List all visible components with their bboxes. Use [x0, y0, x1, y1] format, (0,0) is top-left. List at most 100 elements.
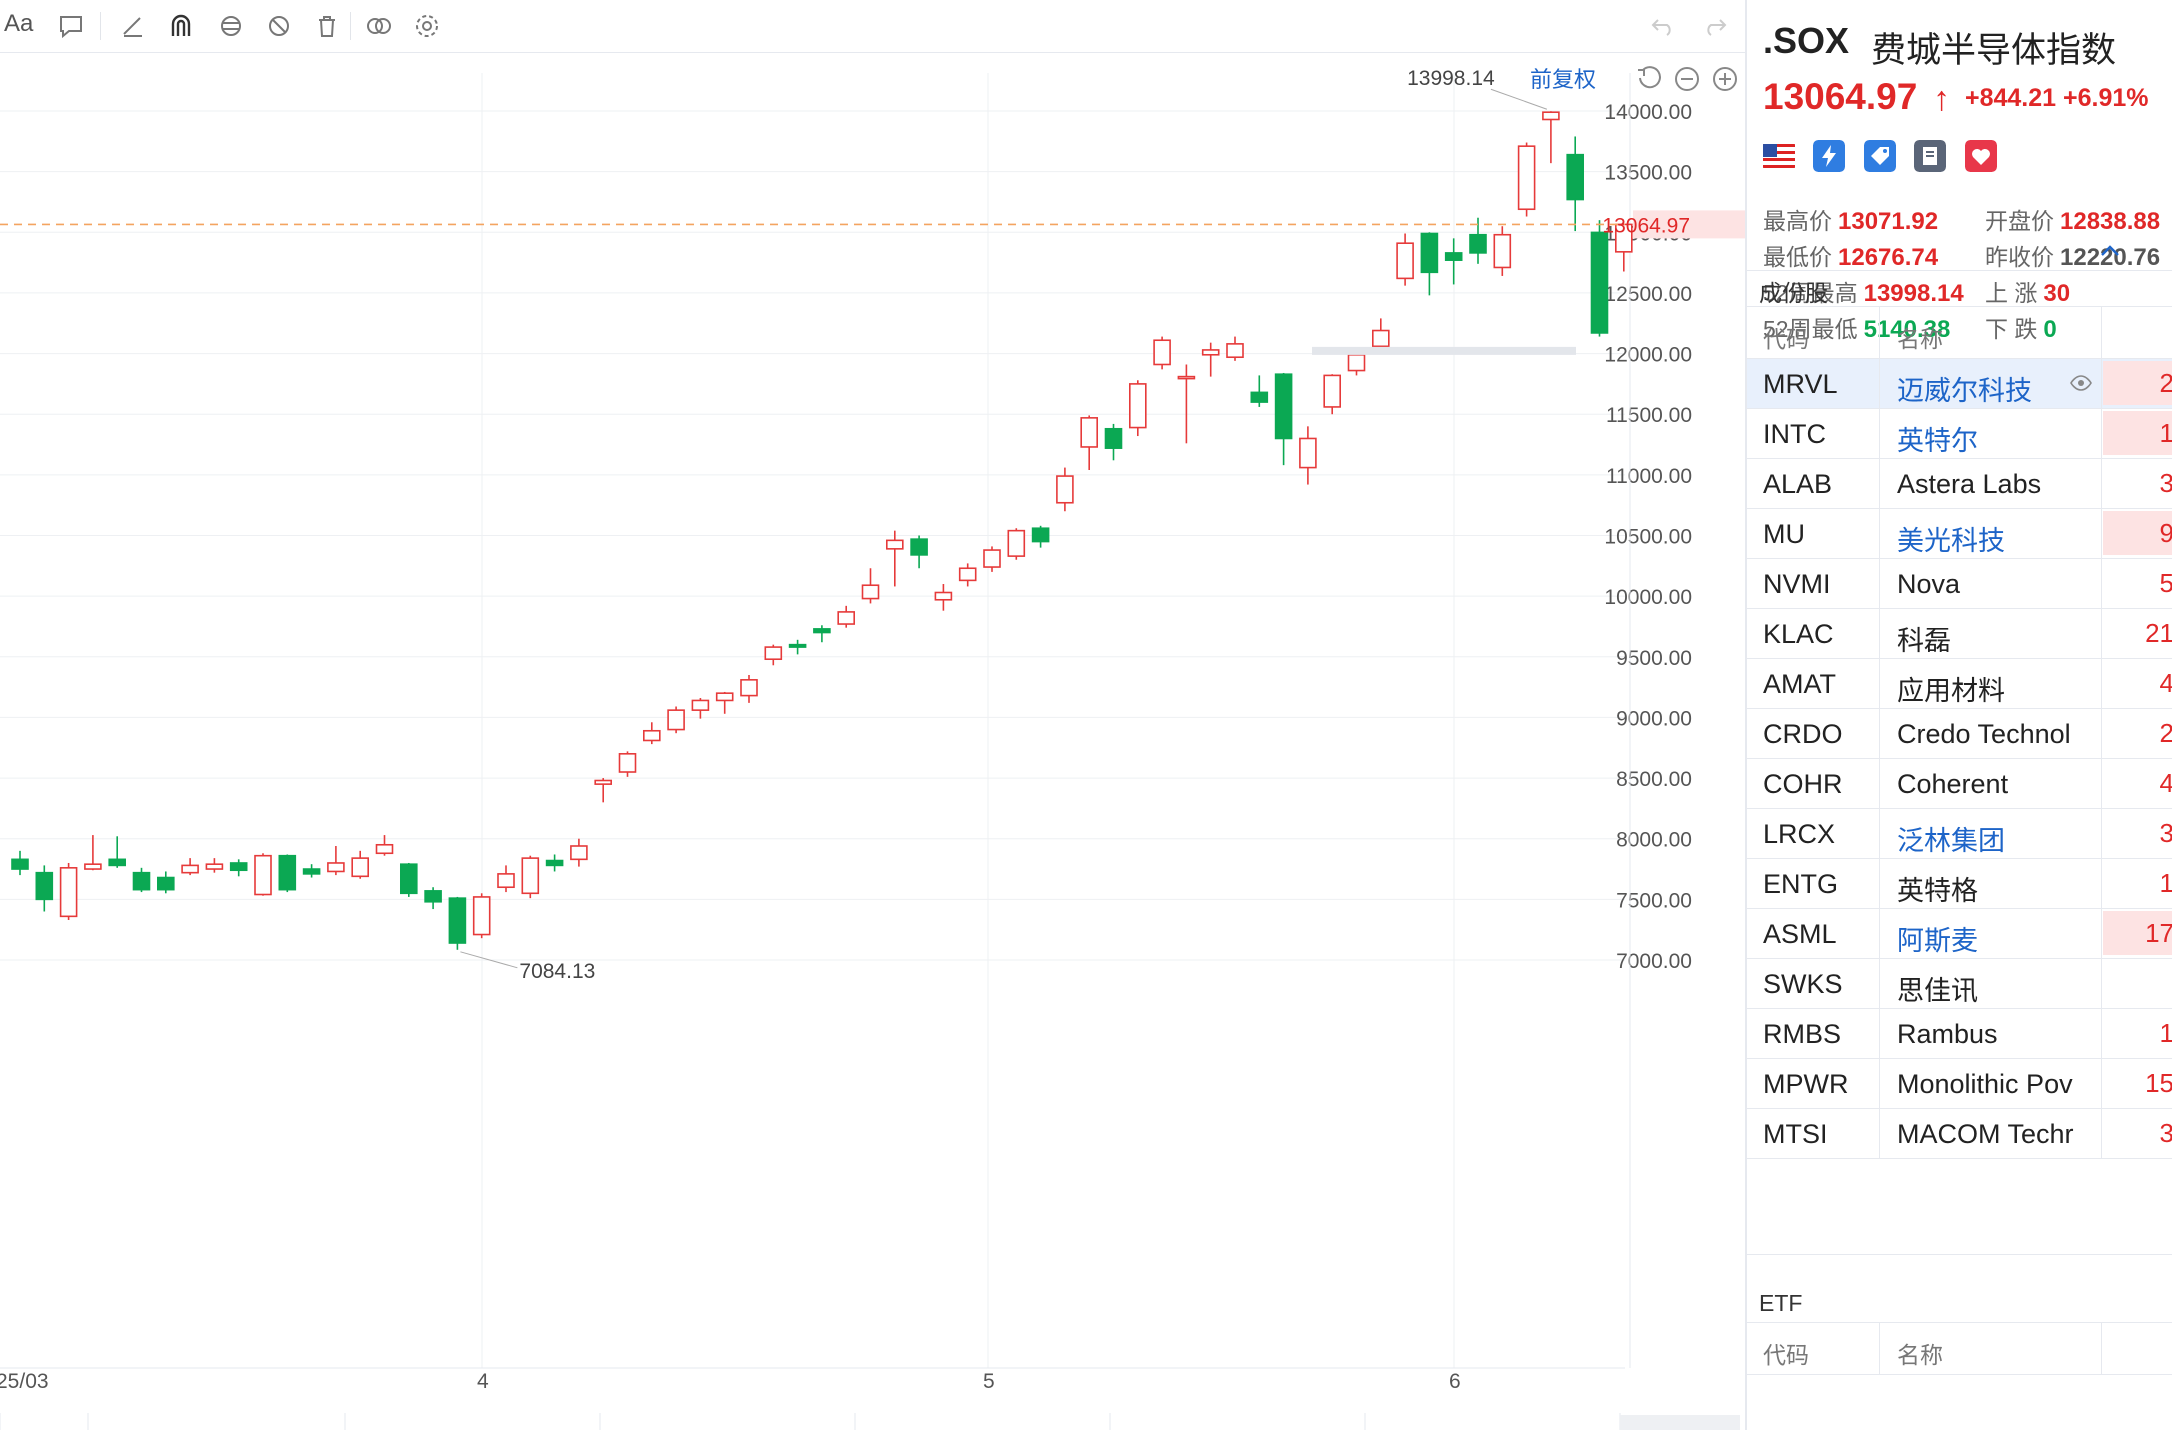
- candle[interactable]: [1274, 373, 1293, 440]
- trash-icon[interactable]: [312, 12, 342, 40]
- candle[interactable]: [1007, 529, 1026, 557]
- candle[interactable]: [1542, 111, 1560, 121]
- candle[interactable]: [399, 863, 418, 895]
- candle[interactable]: [327, 862, 345, 873]
- table-row[interactable]: AMAT 应用材料 4: [1747, 659, 2172, 709]
- settings-icon[interactable]: [412, 12, 442, 40]
- chevron-up-icon[interactable]: [2099, 244, 2121, 258]
- table-row[interactable]: LRCX 泛林集团 3: [1747, 809, 2172, 859]
- table-row[interactable]: MRVL 迈威尔科技 2: [1747, 359, 2172, 409]
- candle[interactable]: [1104, 427, 1123, 449]
- candle[interactable]: [1226, 343, 1244, 359]
- cell-name[interactable]: 美光科技: [1897, 526, 2005, 556]
- candle[interactable]: [570, 845, 588, 861]
- scrollbar-thumb[interactable]: [1620, 1415, 1740, 1430]
- candle[interactable]: [813, 628, 831, 634]
- candle[interactable]: [1444, 252, 1463, 261]
- candle[interactable]: [837, 611, 856, 625]
- table-row[interactable]: MTSI MACOM Techr 3: [1747, 1109, 2172, 1159]
- candle[interactable]: [788, 643, 807, 648]
- reset-zoom-icon[interactable]: [1634, 64, 1664, 94]
- candle[interactable]: [545, 859, 564, 867]
- candle[interactable]: [764, 646, 783, 661]
- line-draw-icon[interactable]: [118, 12, 148, 40]
- tag-icon[interactable]: [1863, 140, 1896, 172]
- candle[interactable]: [1080, 417, 1098, 448]
- candle[interactable]: [1517, 145, 1536, 211]
- table-row[interactable]: ALAB Astera Labs 3: [1747, 459, 2172, 509]
- candle[interactable]: [1129, 383, 1147, 429]
- table-row[interactable]: ENTG 英特格 1: [1747, 859, 2172, 909]
- candle[interactable]: [1031, 527, 1050, 543]
- magnet-icon[interactable]: [166, 12, 196, 40]
- table-row[interactable]: MPWR Monolithic Pov 15: [1747, 1059, 2172, 1109]
- table-row[interactable]: CRDO Credo Technol 2: [1747, 709, 2172, 759]
- table-row[interactable]: NVMI Nova 5: [1747, 559, 2172, 609]
- notes-icon[interactable]: [1914, 140, 1947, 172]
- candle[interactable]: [740, 679, 758, 697]
- candle[interactable]: [1299, 437, 1317, 469]
- candle[interactable]: [424, 890, 442, 903]
- candle[interactable]: [934, 591, 953, 601]
- candle[interactable]: [1566, 153, 1584, 201]
- candle[interactable]: [958, 567, 977, 582]
- redo-icon[interactable]: [1700, 12, 1730, 40]
- candle[interactable]: [497, 873, 515, 889]
- candle[interactable]: [302, 868, 321, 875]
- cell-name[interactable]: 迈威尔科技: [1897, 376, 2032, 406]
- candle[interactable]: [472, 896, 491, 936]
- candle[interactable]: [351, 857, 370, 878]
- eye-icon[interactable]: [2069, 371, 2093, 395]
- candle[interactable]: [1177, 375, 1196, 380]
- candle[interactable]: [861, 584, 880, 600]
- etf-col-name-header[interactable]: 名称: [1897, 1342, 1943, 1368]
- candle[interactable]: [1469, 233, 1487, 254]
- table-row[interactable]: RMBS Rambus 1: [1747, 1009, 2172, 1059]
- candle[interactable]: [84, 863, 102, 870]
- table-row[interactable]: SWKS 思佳讯: [1747, 959, 2172, 1009]
- undo-icon[interactable]: [1648, 12, 1678, 40]
- candle[interactable]: [254, 854, 272, 896]
- candle[interactable]: [1347, 353, 1366, 372]
- candle[interactable]: [35, 871, 54, 901]
- cell-name[interactable]: 阿斯麦: [1897, 926, 1978, 956]
- candle[interactable]: [885, 539, 904, 550]
- col-name-header[interactable]: 名称: [1897, 326, 1943, 352]
- favorite-icon[interactable]: [1964, 140, 1997, 172]
- candle[interactable]: [618, 753, 637, 773]
- table-row[interactable]: COHR Coherent 4: [1747, 759, 2172, 809]
- candle[interactable]: [1153, 339, 1171, 366]
- candle[interactable]: [521, 857, 540, 895]
- chart-canvas[interactable]: 14000.0013500.0013000.0012500.0012000.00…: [0, 53, 1745, 1430]
- col-code-header[interactable]: 代码: [1763, 326, 1809, 352]
- candle[interactable]: [1201, 349, 1220, 356]
- zoom-out-icon[interactable]: [1672, 64, 1702, 94]
- zoom-in-icon[interactable]: [1710, 64, 1740, 94]
- candle[interactable]: [1250, 391, 1269, 403]
- sync-icon[interactable]: [216, 12, 246, 40]
- candle[interactable]: [278, 854, 297, 891]
- cell-name[interactable]: 泛林集团: [1897, 826, 2005, 856]
- margin-icon[interactable]: [1813, 140, 1846, 172]
- candle[interactable]: [59, 867, 78, 918]
- candle[interactable]: [1323, 374, 1341, 408]
- candle[interactable]: [229, 862, 248, 872]
- candle[interactable]: [594, 779, 613, 785]
- table-row[interactable]: INTC 英特尔 1: [1747, 409, 2172, 459]
- compare-icon[interactable]: [364, 12, 394, 40]
- candle[interactable]: [181, 864, 199, 874]
- text-icon[interactable]: Aa: [4, 10, 34, 38]
- table-row[interactable]: ASML 阿斯麦 17: [1747, 909, 2172, 959]
- candle[interactable]: [1056, 475, 1074, 504]
- candle[interactable]: [667, 709, 685, 731]
- candle[interactable]: [1590, 231, 1609, 334]
- table-row[interactable]: MU 美光科技 9: [1747, 509, 2172, 559]
- candle[interactable]: [642, 729, 661, 742]
- candle[interactable]: [132, 871, 151, 891]
- cell-name[interactable]: 英特尔: [1897, 426, 1978, 456]
- candle[interactable]: [1615, 223, 1633, 253]
- etf-col-code-header[interactable]: 代码: [1763, 1342, 1809, 1368]
- candle[interactable]: [1420, 232, 1439, 274]
- comment-icon[interactable]: [56, 12, 86, 40]
- candle[interactable]: [983, 549, 1001, 568]
